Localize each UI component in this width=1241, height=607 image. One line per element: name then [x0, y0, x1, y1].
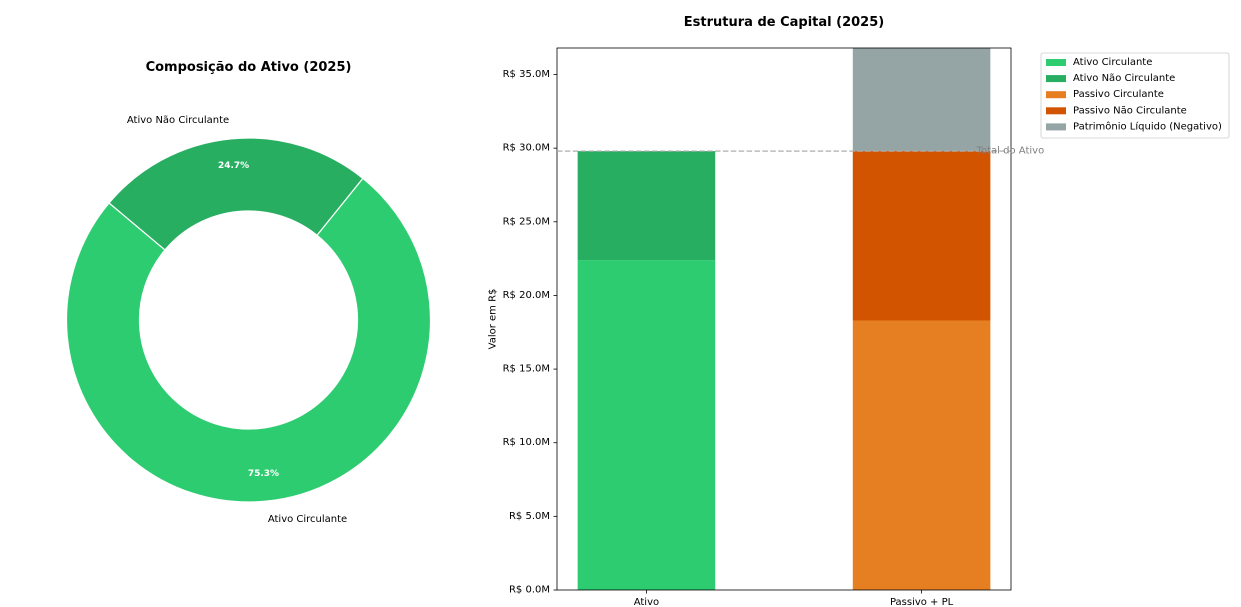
- donut-labels: Ativo Circulante 75.3% Ativo Não Circulant…: [127, 115, 347, 525]
- legend-label-patrimonio-liquido-negativo: Patrimônio Líquido (Negativo): [1073, 120, 1222, 132]
- donut-chart-title: Composição do Ativo (2025): [146, 60, 352, 75]
- legend-swatch-ativo-nao-circulante: [1046, 75, 1066, 83]
- y-tick-label: R$ 5.0M: [509, 511, 550, 522]
- bar-segment-ativo-nao-circulante: [577, 151, 716, 261]
- x-tick-label-passivo-pl: Passivo + PL: [890, 597, 954, 607]
- legend-label-ativo-circulante: Ativo Circulante: [1073, 57, 1152, 68]
- donut-slice-ativo-nao-circulante: [108, 137, 364, 251]
- reference-line-group: Total do Ativo: [557, 146, 1044, 157]
- legend-swatch-patrimonio-liquido-negativo: [1046, 123, 1066, 131]
- y-tick-label: R$ 10.0M: [503, 437, 550, 448]
- legend-frame: [1040, 52, 1230, 139]
- slice-percent-ativo-circulante: 75.3%: [248, 469, 279, 479]
- y-tick-label: R$ 20.0M: [503, 290, 550, 301]
- donut-slice-ativo-circulante: [65, 177, 432, 503]
- legend-swatch-ativo-circulante: [1046, 59, 1066, 66]
- bar-segment-ativo-circulante: [577, 260, 716, 590]
- slice-label-ativo-nao-circulante: Ativo Não Circulante: [127, 115, 229, 126]
- x-axis: Ativo Passivo + PL: [634, 590, 954, 607]
- slice-label-ativo-circulante: Ativo Circulante: [268, 514, 347, 525]
- slice-percent-ativo-nao-circulante: 24.7%: [218, 161, 249, 171]
- donut-chart: Composição do Ativo (2025) Ativo Circula…: [65, 60, 432, 525]
- reference-line-label: Total do Ativo: [976, 146, 1045, 157]
- bar-segment-passivo-circulante: [852, 320, 991, 590]
- y-axis-label: Valor em R$: [488, 289, 499, 350]
- legend-label-ativo-nao-circulante: Ativo Não Circulante: [1073, 73, 1175, 84]
- bar-chart-title: Estrutura de Capital (2025): [684, 15, 884, 30]
- legend-label-passivo-nao-circulante: Passivo Não Circulante: [1073, 105, 1187, 116]
- y-tick-label: R$ 30.0M: [503, 143, 550, 154]
- stacked-bars: [577, 48, 991, 590]
- y-tick-label: R$ 15.0M: [503, 364, 550, 375]
- legend-swatch-passivo-circulante: [1046, 91, 1066, 99]
- y-tick-label: R$ 0.0M: [509, 585, 550, 596]
- y-tick-label: R$ 35.0M: [503, 69, 550, 80]
- x-tick-label-ativo: Ativo: [634, 597, 659, 607]
- y-axis: R$ 0.0M R$ 5.0M R$ 10.0M R$ 15.0M R$ 20.0M R$…: [503, 69, 557, 596]
- legend-label-passivo-circulante: Passivo Circulante: [1073, 89, 1164, 100]
- legend: Ativo Circulante Ativo Não Circulante Pass…: [1040, 52, 1230, 139]
- axes-frame: [556, 47, 1012, 591]
- legend-swatch-passivo-nao-circulante: [1046, 107, 1066, 115]
- y-tick-label: R$ 25.0M: [503, 216, 550, 227]
- bar-segment-patrimonio-liquido-negativo: [852, 48, 991, 152]
- bar-segment-passivo-nao-circulante: [852, 151, 991, 321]
- bar-chart: Estrutura de Capital (2025) Total do Ati…: [488, 15, 1230, 607]
- donut-slices: [65, 137, 432, 503]
